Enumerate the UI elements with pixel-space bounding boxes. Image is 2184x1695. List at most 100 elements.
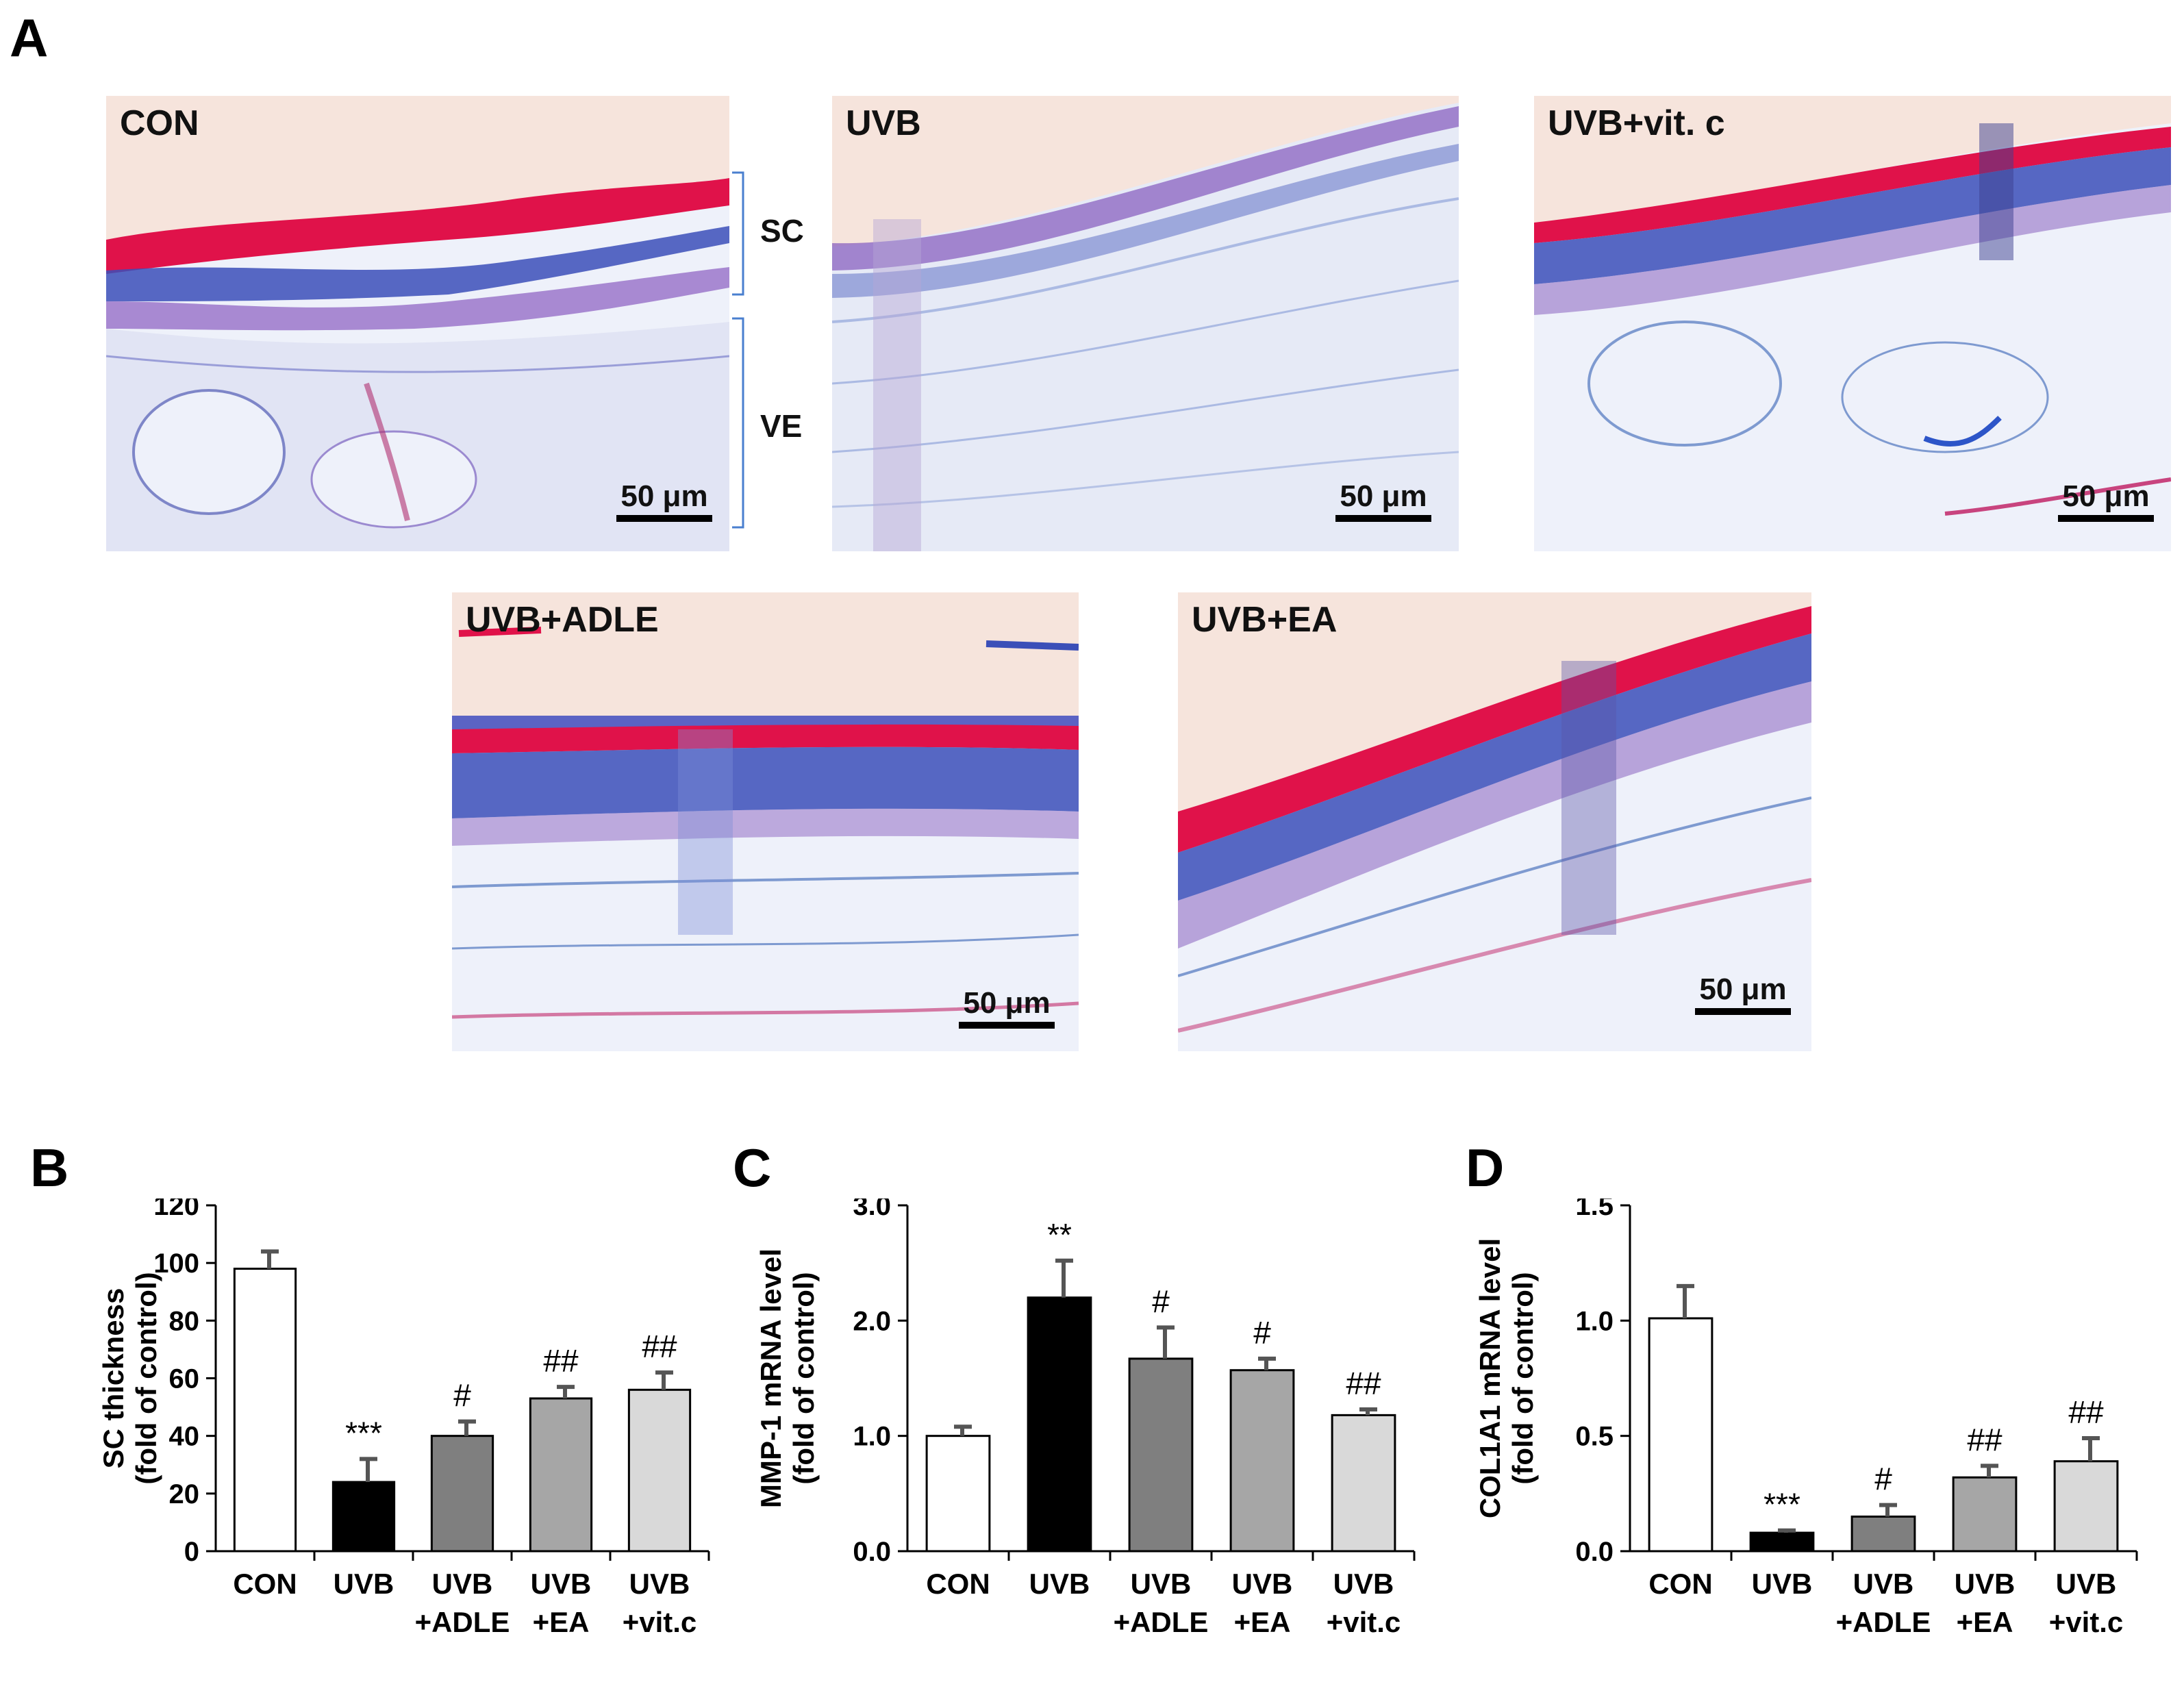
x-tick-label: +ADLE: [415, 1606, 510, 1638]
bar: [1952, 1476, 2018, 1553]
x-tick-label: +vit.c: [2049, 1606, 2124, 1638]
significance-label: ##: [1346, 1366, 1381, 1401]
y-tick-label: 20: [169, 1479, 200, 1509]
x-tick-label: UVB: [1853, 1568, 1914, 1600]
y-tick-label: 0: [184, 1537, 199, 1567]
bar: [925, 1435, 991, 1553]
y-tick-label: 1.0: [853, 1422, 891, 1452]
significance-label: ##: [1967, 1422, 2003, 1457]
scale-bar: 50 μm: [1325, 479, 1442, 522]
micrograph-vitc: UVB+vit. c 50 μm: [1534, 96, 2171, 551]
y-axis-label: COL1A1 mRNA level: [1474, 1238, 1506, 1518]
significance-label: ***: [1763, 1487, 1800, 1522]
scale-bar-text: 50 μm: [1340, 479, 1427, 513]
micrograph-label: CON: [120, 103, 199, 143]
significance-label: #: [453, 1378, 471, 1414]
significance-label: ***: [345, 1415, 382, 1451]
y-tick-label: 1.0: [1575, 1306, 1614, 1336]
chart-d: 0.0 0.5 1.0 1.5 COL1A1 mRNA level (fold of co…: [1459, 1191, 2171, 1695]
scale-bar-line: [1335, 515, 1431, 522]
y-tick-label: 80: [169, 1306, 200, 1336]
x-tick-label: UVB: [2056, 1568, 2117, 1600]
scale-bar: 50 μm: [2048, 479, 2164, 522]
micrograph-label: UVB+ADLE: [466, 600, 659, 640]
y-tick-label: 100: [153, 1248, 199, 1279]
chart-d-svg: 0.0 0.5 1.0 1.5 COL1A1 mRNA level (fold of co…: [1474, 1191, 2138, 1638]
x-tick-label: UVB: [432, 1568, 493, 1600]
y-axis-label: MMP-1 mRNA level: [755, 1248, 787, 1508]
y-axis-label: (fold of control): [130, 1272, 162, 1484]
x-tick-label: +EA: [533, 1606, 590, 1638]
scale-bar-line: [616, 515, 712, 522]
layer-bracket: [732, 171, 744, 529]
x-tick-label: UVB: [1131, 1568, 1192, 1600]
scale-bar-text: 50 μm: [1699, 972, 1787, 1006]
panel-label-b: B: [30, 1138, 69, 1198]
bar: [1128, 1357, 1194, 1553]
bar: [1229, 1369, 1295, 1553]
x-tick-label: UVB: [629, 1568, 690, 1600]
panel-label-c: C: [733, 1138, 772, 1198]
x-tick-label: UVB: [1029, 1568, 1090, 1600]
bar: [1331, 1414, 1396, 1553]
bar: [529, 1397, 593, 1553]
y-tick-label: 0.5: [1575, 1422, 1614, 1452]
x-tick-label: UVB: [1955, 1568, 2016, 1600]
panel-label-a: A: [10, 8, 49, 68]
chart-b: 0 20 40 60 80 100 120 SC thickness (fold of cont…: [82, 1191, 733, 1695]
significance-label: #: [1152, 1283, 1170, 1319]
bar: [331, 1481, 396, 1553]
x-tick-label: +ADLE: [1114, 1606, 1209, 1638]
micrograph-label: UVB+vit. c: [1548, 103, 1725, 143]
y-tick-label: 0.0: [853, 1537, 891, 1567]
significance-label: ##: [2068, 1394, 2104, 1430]
y-axis-label: SC thickness: [97, 1288, 129, 1469]
y-tick-label: 2.0: [853, 1306, 891, 1336]
micrograph-con: CON 50 μm: [106, 96, 729, 551]
x-tick-label: CON: [926, 1568, 990, 1600]
scale-bar: 50 μm: [606, 479, 723, 522]
y-tick-label: 120: [153, 1198, 199, 1221]
bar: [233, 1268, 297, 1553]
chart-c: 0.0 1.0 2.0 3.0 MMP-1 mRNA level (fold of con…: [740, 1191, 1438, 1695]
scale-bar-text: 50 μm: [2062, 479, 2150, 513]
x-tick-label: UVB: [1232, 1568, 1293, 1600]
x-tick-label: UVB: [1333, 1568, 1394, 1600]
significance-label: #: [1874, 1461, 1892, 1497]
bar: [430, 1435, 494, 1553]
y-tick-label: 40: [169, 1422, 200, 1452]
micrograph-label: UVB+EA: [1192, 600, 1338, 640]
x-tick-label: UVB: [531, 1568, 592, 1600]
micrograph-ea: UVB+EA 50 μm: [1178, 592, 1811, 1051]
y-axis-label: (fold of control): [788, 1272, 820, 1484]
bar: [1850, 1516, 1916, 1553]
layer-label-sc: SC: [760, 213, 804, 249]
significance-label: **: [1047, 1217, 1072, 1253]
x-tick-label: CON: [233, 1568, 297, 1600]
significance-label: ##: [543, 1343, 579, 1379]
x-tick-label: UVB: [334, 1568, 394, 1600]
micrograph-uvb: UVB 50 μm: [832, 96, 1459, 551]
micrograph-adle: UVB+ADLE 50 μm: [452, 592, 1079, 1051]
x-tick-label: +vit.c: [623, 1606, 697, 1638]
y-tick-label: 60: [169, 1364, 200, 1394]
chart-b-svg: 0 20 40 60 80 100 120 SC thickness (fold of cont…: [97, 1191, 710, 1638]
scale-bar-line: [959, 1022, 1055, 1029]
x-tick-label: +EA: [1957, 1606, 2013, 1638]
x-tick-label: +EA: [1234, 1606, 1291, 1638]
scale-bar-text: 50 μm: [963, 986, 1051, 1020]
bar: [627, 1388, 692, 1553]
bar: [1027, 1296, 1092, 1553]
y-tick-label: 3.0: [853, 1198, 891, 1221]
bar: [2053, 1460, 2119, 1553]
bar: [1749, 1531, 1815, 1553]
scale-bar-text: 50 μm: [620, 479, 708, 513]
chart-c-svg: 0.0 1.0 2.0 3.0 MMP-1 mRNA level (fold of con…: [755, 1191, 1416, 1638]
scale-bar-line: [2058, 515, 2154, 522]
y-tick-label: 1.5: [1575, 1198, 1614, 1221]
scale-bar: 50 μm: [1685, 972, 1801, 1015]
micrograph-label: UVB: [846, 103, 921, 143]
scale-bar: 50 μm: [949, 986, 1065, 1029]
bar: [1648, 1317, 1714, 1553]
panel-label-d: D: [1466, 1138, 1505, 1198]
